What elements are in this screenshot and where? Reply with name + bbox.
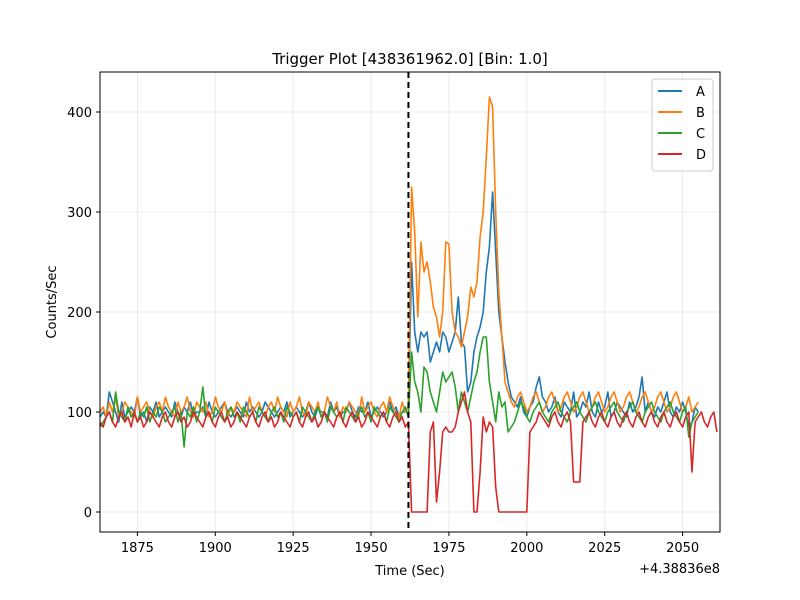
legend-box [651, 78, 714, 172]
x-tick-label: 1975 [432, 541, 465, 556]
plot-frame [99, 71, 721, 533]
y-tick-label: 300 [67, 206, 92, 221]
chart-title: Trigger Plot [438361962.0] [Bin: 1.0] [271, 50, 548, 68]
legend-label-c: C [696, 127, 705, 142]
tick-layer: 1875 1900 1925 1950 1975 2000 2025 2050 0 100 200 3… [67, 106, 699, 556]
y-tick-label: 200 [67, 306, 92, 321]
y-axis-label: Counts/Sec [45, 265, 60, 338]
y-tick-label: 400 [67, 106, 92, 121]
x-axis-label: Time (Sec) [374, 564, 445, 579]
legend-label-a: A [696, 85, 705, 100]
x-tick-label: 1950 [355, 541, 388, 556]
legend-label-b: B [696, 106, 705, 121]
x-offset-label: +4.38836e8 [639, 562, 720, 577]
x-tick-label: 2025 [588, 541, 621, 556]
x-tick-label: 2000 [510, 541, 543, 556]
x-tick-label: 1925 [277, 541, 310, 556]
legend-label-d: D [696, 148, 706, 163]
y-tick-label: 0 [84, 506, 92, 521]
x-tick-label: 1900 [199, 541, 232, 556]
y-tick-label: 100 [67, 406, 92, 421]
x-tick-label: 1875 [121, 541, 154, 556]
x-tick-label: 2050 [666, 541, 699, 556]
